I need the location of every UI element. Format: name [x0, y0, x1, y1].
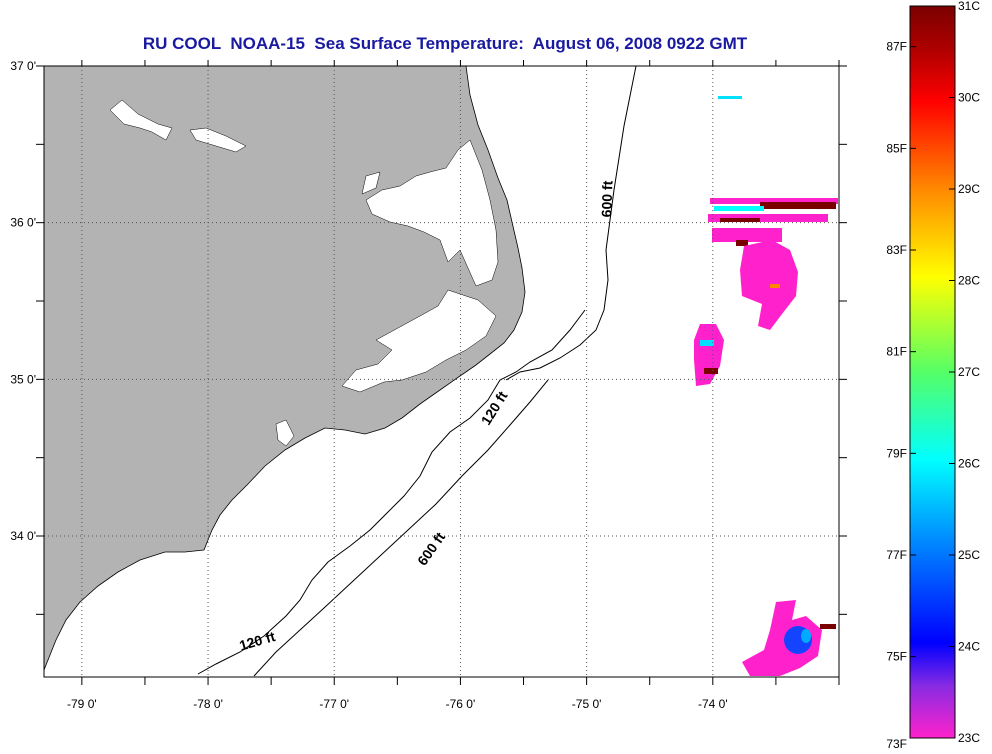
cbar-c-label: 25C: [958, 548, 980, 562]
lon-tick-label: -77 0': [319, 697, 349, 711]
cbar-c-label: 24C: [958, 640, 980, 654]
sst-patches: [694, 96, 838, 676]
colorbar-celsius-scale: 31C 30C 29C 28C 27C 26C 25C 24C 23C: [949, 0, 980, 745]
cbar-c-label: 27C: [958, 365, 980, 379]
contour-600ft-south: [253, 379, 549, 677]
cbar-c-label: 23C: [958, 731, 980, 745]
lat-tick-label: 34 0': [10, 529, 36, 543]
cbar-c-label: 26C: [958, 457, 980, 471]
grid: [44, 66, 839, 677]
map-frame: [43, 65, 840, 678]
lat-tick-label: 36 0': [10, 216, 36, 230]
lon-tick-label: -75 0': [572, 697, 602, 711]
lat-tick-label: 37 0': [10, 59, 36, 73]
cbar-c-label: 30C: [958, 91, 980, 105]
cbar-f-label: 81F: [886, 345, 907, 359]
contour-label: 600 ft: [598, 180, 615, 217]
cbar-f-label: 85F: [886, 141, 907, 155]
bathymetry-contours: [197, 66, 637, 677]
cbar-f-label: 87F: [886, 40, 907, 54]
cbar-f-label: 79F: [886, 446, 907, 460]
colorbar-fahrenheit-scale: 87F 85F 83F 81F 79F 77F 75F 73F: [886, 40, 916, 751]
lon-tick-label: -78 0': [193, 697, 223, 711]
lon-tick-label: -76 0': [446, 697, 476, 711]
sounds: [109, 99, 499, 447]
longitude-axis: -79 0' -78 0' -77 0' -76 0' -75 0' -74 0': [67, 60, 840, 711]
cbar-f-label: 75F: [886, 650, 907, 664]
cbar-f-label: 83F: [886, 243, 907, 257]
colorbar: 31C 30C 29C 28C 27C 26C 25C 24C 23C 87F 85F 83F 81F…: [886, 0, 980, 751]
lon-tick-label: -79 0': [67, 697, 97, 711]
lat-tick-label: 35 0': [10, 372, 36, 386]
map-title: RU COOL NOAA-15 Sea Surface Temperature:…: [142, 34, 748, 53]
contour-600ft-north: [505, 66, 637, 381]
cbar-f-label: 73F: [886, 737, 907, 751]
cbar-c-label: 28C: [958, 274, 980, 288]
cbar-c-label: 31C: [958, 0, 980, 13]
cbar-f-label: 77F: [886, 548, 907, 562]
lon-tick-label: -74 0': [698, 697, 728, 711]
cbar-c-label: 29C: [958, 182, 980, 196]
latitude-axis: 37 0' 36 0' 35 0' 34 0': [10, 59, 847, 615]
contour-120ft: [197, 309, 586, 675]
colorbar-gradient: [909, 5, 956, 739]
